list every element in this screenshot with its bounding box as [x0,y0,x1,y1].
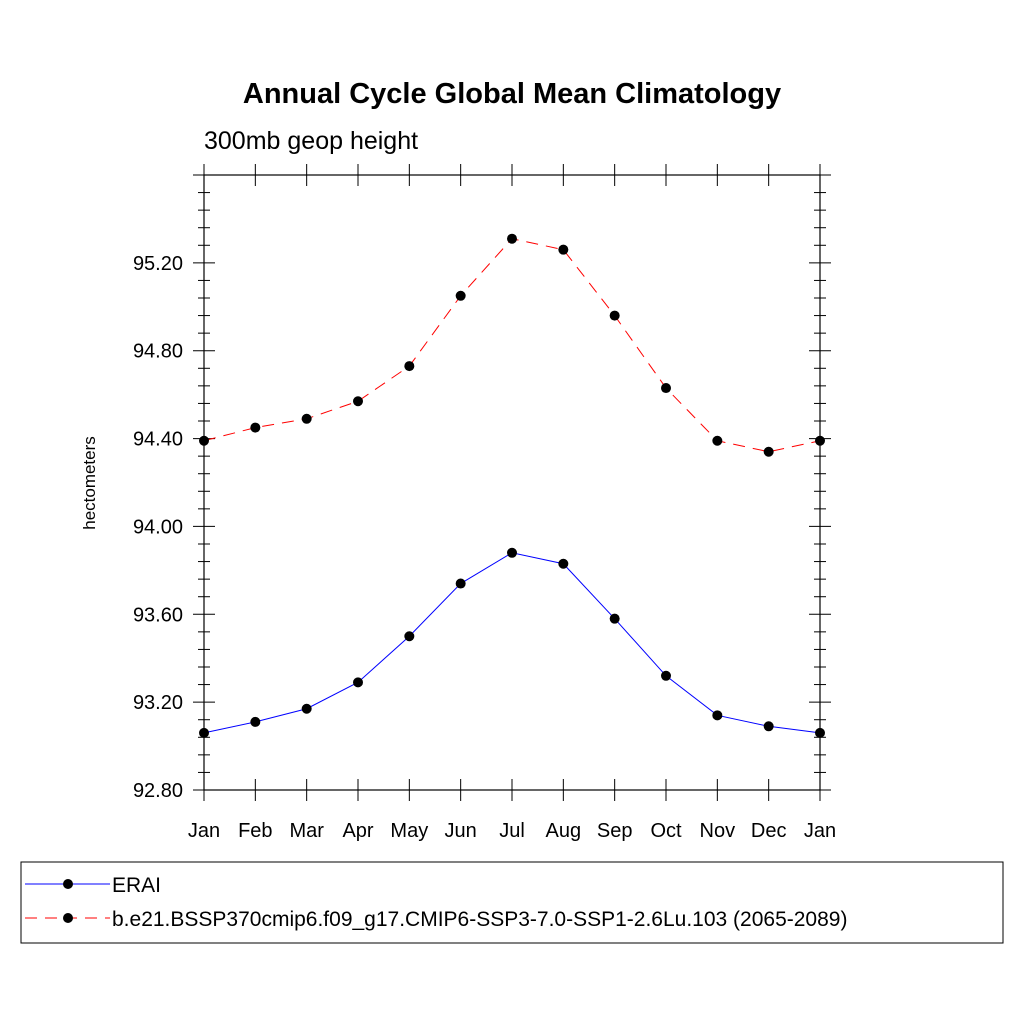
series-1-point [712,435,723,446]
chart-subtitle: 300mb geop height [204,127,418,155]
chart-title: Annual Cycle Global Mean Climatology [243,78,781,110]
series-1-point [199,435,209,446]
series-1-point [507,233,517,244]
y-tick-label: 93.20 [133,692,183,714]
axis-ticks [193,164,831,801]
y-tick-label: 94.40 [133,429,183,451]
x-tick-label: Mar [289,820,324,842]
series-0-point [763,721,774,732]
series-group [199,233,825,738]
series-1-point [609,310,620,321]
x-tick-label: Sep [597,820,633,842]
series-0-point [301,703,312,714]
series-0-point [661,670,671,681]
x-tick-label: Jun [445,820,477,842]
series-0-point [404,631,415,642]
y-tick-labels: 92.80 93.20 93.60 94.00 94.40 94.80 95.20 [133,253,183,802]
series-1-point [661,383,671,394]
y-tick-label: 95.20 [133,253,183,275]
x-tick-label: Jan [188,820,220,842]
plot-frame [203,174,821,791]
y-axis-label: hectometers [80,436,99,530]
series-1-point [763,446,774,457]
y-tick-label: 94.80 [133,341,183,363]
series-0-point [558,558,569,569]
series-0-point [507,547,517,558]
y-tick-label: 94.00 [133,516,183,538]
x-tick-label: Oct [650,820,682,842]
series-0-point [353,677,363,688]
series-1-point [558,244,569,255]
y-tick-label: 92.80 [133,780,183,802]
x-tick-label: May [390,820,428,842]
y-tick-label: 93.60 [133,604,183,626]
x-tick-label: Jan [804,820,836,842]
x-tick-label: Nov [700,820,736,842]
x-tick-label: Apr [342,820,373,842]
legend-label-1: b.e21.BSSP370cmip6.f09_g17.CMIP6-SSP3-7.… [112,908,847,931]
series-0-point [199,727,209,738]
series-0-point [815,727,825,738]
legend-label-0: ERAI [112,874,161,897]
series-line-1 [203,238,821,453]
x-tick-label: Aug [546,820,582,842]
x-tick-label: Jul [499,820,525,842]
series-0-point [712,710,723,721]
legend-box [20,861,1004,944]
x-tick-labels: Jan Feb Mar Apr May Jun Jul Aug Sep Oct Nov Dec Jan [188,820,836,842]
legend-marker-0 [63,879,73,889]
series-1-point [455,290,466,301]
x-tick-label: Dec [751,820,787,842]
series-line-0 [203,552,821,734]
series-1-point [301,413,312,424]
series-0-point [455,578,466,589]
series-1-point [250,422,261,433]
series-0-point [609,613,620,624]
series-1-point [404,361,415,372]
x-tick-label: Feb [238,820,272,842]
series-1-point [353,396,363,407]
series-1-point [815,435,825,446]
legend: ERAI b.e21.BSSP370cmip6.f09_g17.CMIP6-SSP… [25,874,847,931]
series-0-point [250,716,261,727]
legend-marker-1 [63,913,73,923]
